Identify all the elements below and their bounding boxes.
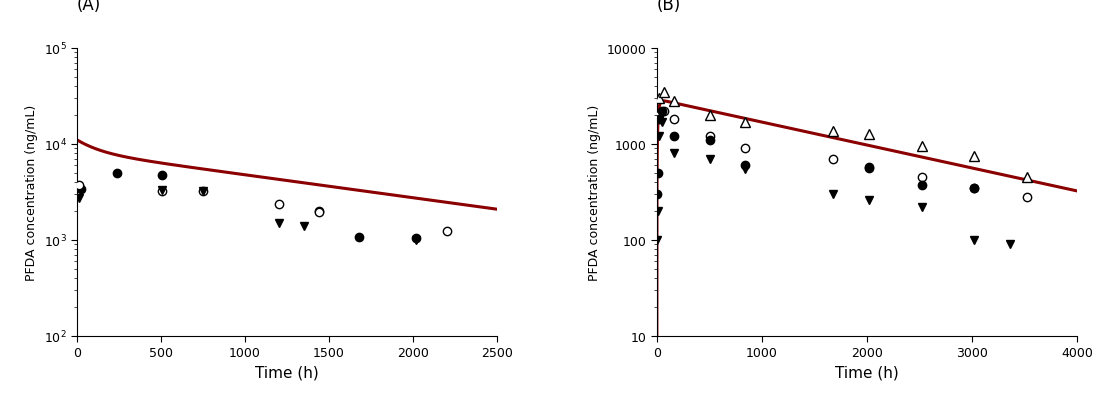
Text: (A): (A) xyxy=(77,0,101,14)
Y-axis label: PFDA concentration (ng/mL): PFDA concentration (ng/mL) xyxy=(25,104,38,280)
Text: (B): (B) xyxy=(657,0,681,14)
X-axis label: Time (h): Time (h) xyxy=(835,365,899,380)
Y-axis label: PFDA concentration (ng/mL): PFDA concentration (ng/mL) xyxy=(588,104,601,280)
X-axis label: Time (h): Time (h) xyxy=(255,365,319,380)
